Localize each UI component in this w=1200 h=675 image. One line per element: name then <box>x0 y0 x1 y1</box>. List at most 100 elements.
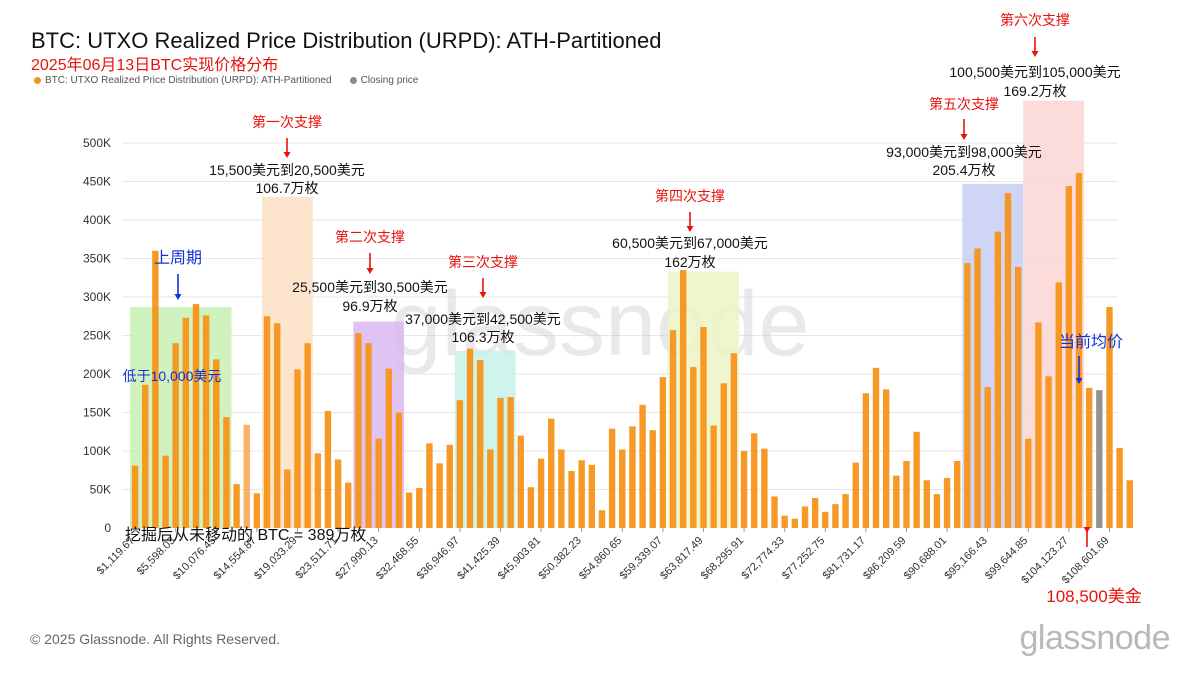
bar <box>243 424 250 528</box>
s1-support-amount: 106.7万枚 <box>255 180 318 196</box>
legend-item-closing-price[interactable]: Closing price <box>349 75 418 86</box>
bar <box>385 368 393 528</box>
bar <box>456 400 464 528</box>
closing-price-bar <box>1096 390 1103 528</box>
s2-support-amount: 96.9万枚 <box>342 298 397 314</box>
bar <box>710 425 717 528</box>
bar <box>182 317 190 528</box>
bar <box>893 475 900 528</box>
bar <box>558 449 565 528</box>
bar <box>324 410 332 528</box>
bar <box>213 359 220 528</box>
bar <box>152 250 159 529</box>
bar <box>740 451 748 528</box>
s6-support-title: 第六次支撑 <box>1000 12 1070 28</box>
bar <box>202 315 210 528</box>
x-tick-label: $81,731.17 <box>821 535 868 582</box>
bar <box>791 518 799 528</box>
bar <box>872 367 880 528</box>
bar <box>964 263 971 528</box>
legend: BTC: UTXO Realized Price Distribution (U… <box>34 75 418 86</box>
chart-subtitle: 2025年06月13日BTC实现价格分布 <box>31 57 279 74</box>
s3-support-arrow-head <box>479 292 487 298</box>
bar <box>1004 193 1012 529</box>
bar <box>842 494 849 528</box>
bar <box>334 459 342 528</box>
bar <box>639 404 646 528</box>
bar <box>700 327 707 528</box>
bar <box>131 465 139 528</box>
bar <box>1075 173 1083 528</box>
bar <box>405 492 413 528</box>
cycle-label: 上周期 <box>154 249 202 267</box>
bar <box>852 462 859 528</box>
bar <box>751 433 758 528</box>
bar <box>1045 376 1052 528</box>
x-tick-label: $72,774.33 <box>739 535 786 582</box>
bar <box>913 431 920 528</box>
bar <box>679 270 687 528</box>
bar <box>862 393 870 528</box>
bar <box>426 443 433 528</box>
bar <box>253 493 261 528</box>
bar <box>659 377 667 528</box>
bar <box>192 303 200 528</box>
s1-support-range: 15,500美元到20,500美元 <box>209 162 365 178</box>
y-tick-label: 450K <box>83 175 111 189</box>
below-10k-label: 低于10,000美元 <box>123 368 222 384</box>
legend-item-urpd[interactable]: BTC: UTXO Realized Price Distribution (U… <box>34 75 332 86</box>
bar <box>273 323 281 528</box>
x-tick-label: $54,860.65 <box>577 535 624 582</box>
bar <box>345 482 352 528</box>
bar <box>690 367 697 528</box>
s3-support-range: 37,000美元到42,500美元 <box>405 311 561 327</box>
bar <box>608 428 616 528</box>
y-tick-label: 400K <box>83 213 111 227</box>
y-tick-label: 250K <box>83 329 111 343</box>
bar <box>294 369 301 528</box>
bar <box>730 353 738 528</box>
y-tick-label: 100K <box>83 444 111 458</box>
bar <box>436 463 443 528</box>
legend-swatch-urpd <box>34 77 41 84</box>
bar <box>801 506 809 528</box>
bar <box>1025 438 1032 528</box>
bar <box>395 412 403 528</box>
x-tick-label: $59,339.07 <box>618 535 665 582</box>
y-tick-label: 300K <box>83 290 111 304</box>
bar <box>781 515 788 528</box>
bar <box>1065 186 1073 528</box>
bar <box>1106 307 1113 528</box>
bar <box>578 460 585 528</box>
bar <box>649 430 656 528</box>
bar <box>517 435 524 528</box>
bar <box>1035 322 1042 528</box>
s5-support-title: 第五次支撑 <box>929 96 999 112</box>
bar <box>811 497 819 528</box>
bar <box>882 389 890 528</box>
bar <box>994 231 1002 529</box>
s6-support-arrow-head <box>1031 51 1039 57</box>
chart-title: BTC: UTXO Realized Price Distribution (U… <box>31 28 662 53</box>
s6-support-amount: 169.2万枚 <box>1003 83 1066 99</box>
bar <box>568 471 575 528</box>
price-now-label: 108,500美金 <box>1046 587 1141 606</box>
x-tick-label: $86,209.59 <box>861 535 908 582</box>
s3-support-amount: 106.3万枚 <box>451 329 514 345</box>
bar <box>466 348 474 528</box>
bar <box>669 330 677 528</box>
bar <box>1014 266 1022 528</box>
s4-support-range: 60,500美元到67,000美元 <box>612 235 768 251</box>
bar <box>507 397 514 528</box>
y-tick-label: 350K <box>83 252 111 266</box>
bar <box>761 448 768 528</box>
bar <box>304 343 311 528</box>
s4-support-amount: 162万枚 <box>664 254 715 270</box>
bar <box>1126 480 1133 528</box>
bar <box>537 458 545 528</box>
x-tick-label: $77,252.75 <box>780 535 827 582</box>
bar <box>1116 447 1123 528</box>
bar <box>355 333 362 528</box>
legend-swatch-closing-price <box>349 77 357 84</box>
bar <box>974 248 981 529</box>
